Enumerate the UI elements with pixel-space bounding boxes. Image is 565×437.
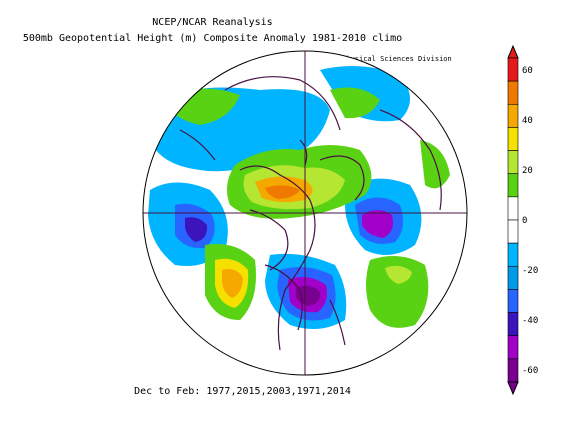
colorbar-tick-label: -40: [522, 316, 538, 326]
credit-label: NOAA/ESRL Physical Sciences Division: [300, 55, 452, 63]
colorbar-tick-label: -20: [522, 266, 538, 276]
colorbar-top-arrow: [507, 44, 519, 59]
colorbar-swatch: [507, 265, 519, 290]
colorbar-swatch: [507, 57, 519, 82]
colorbar-swatch: [507, 150, 519, 175]
colorbar-tick-label: 60: [522, 66, 533, 76]
plot-title: NCEP/NCAR Reanalysis: [152, 17, 273, 28]
colorbar-swatch: [507, 242, 519, 267]
colorbar-bottom-arrow: [507, 381, 519, 396]
colorbar-swatch: [507, 103, 519, 128]
plot-subtitle: 500mb Geopotential Height (m) Composite …: [22, 33, 403, 44]
colorbar-swatch: [507, 127, 519, 151]
colorbar-swatch: [507, 358, 519, 383]
colorbar-swatch: [507, 173, 519, 198]
colorbar-swatch: [507, 312, 519, 337]
colorbar-swatch: [507, 80, 519, 105]
colorbar-swatch: [507, 219, 519, 244]
colorbar-tick-label: 40: [522, 116, 533, 126]
colorbar-swatch: [507, 196, 519, 221]
colorbar-tick-label: 20: [522, 166, 533, 176]
colorbar-tick-label: -60: [522, 366, 538, 376]
colorbar-swatch: [507, 289, 519, 313]
colorbar-tick-label: 0: [522, 216, 527, 226]
date-composite-label: Dec to Feb: 1977,2015,2003,1971,2014: [134, 386, 351, 397]
colorbar-swatch: [507, 335, 519, 360]
